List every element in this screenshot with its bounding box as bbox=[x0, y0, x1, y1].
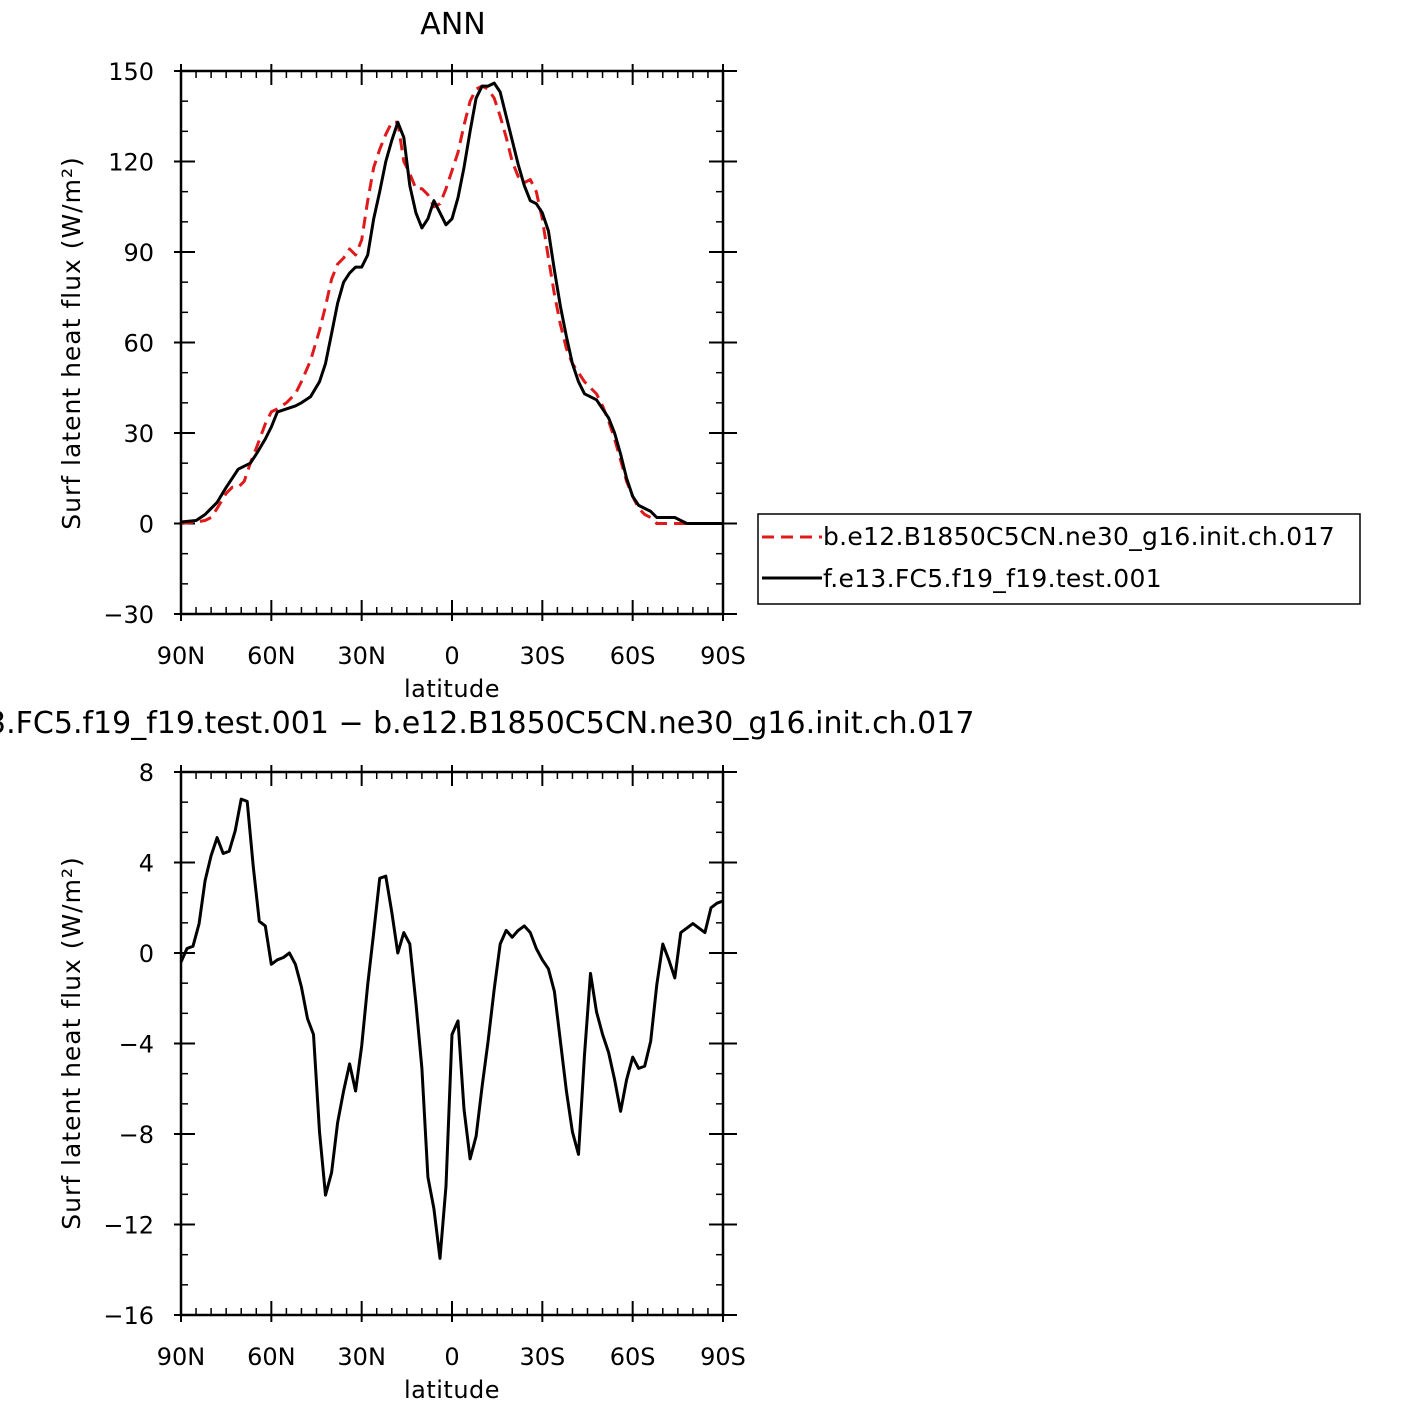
y-tick-label: −4 bbox=[119, 1031, 154, 1059]
x-tick-label: 90N bbox=[157, 1343, 206, 1371]
bottom-plot-frame bbox=[179, 770, 725, 1317]
x-tick-label: 30N bbox=[337, 1343, 386, 1371]
legend: b.e12.B1850C5CN.ne30_g16.init.ch.017 f.e… bbox=[757, 513, 1361, 605]
series-line-2 bbox=[180, 81, 723, 525]
x-tick-label: 30S bbox=[519, 1343, 565, 1371]
y-tick-label: 120 bbox=[108, 149, 154, 177]
bottom-x-axis-label: latitude bbox=[404, 1376, 500, 1404]
top-ticks: 90N 60N 30N 0 30S 60S 90S −30 0 30 60 90 120 150 bbox=[103, 58, 746, 670]
top-plot-frame bbox=[179, 69, 725, 616]
y-tick-label: 0 bbox=[139, 511, 154, 539]
top-series-lines bbox=[180, 81, 723, 525]
x-tick-label: 0 bbox=[444, 1343, 459, 1371]
top-x-axis-label: latitude bbox=[404, 675, 500, 703]
x-tick-label: 30S bbox=[519, 642, 565, 670]
y-tick-label: −30 bbox=[103, 601, 154, 629]
y-tick-label: 90 bbox=[123, 239, 154, 267]
x-tick-label: 60N bbox=[247, 642, 296, 670]
x-tick-label: 90S bbox=[700, 642, 746, 670]
legend-label-series-1: b.e12.B1850C5CN.ne30_g16.init.ch.017 bbox=[823, 522, 1335, 551]
y-tick-label: 4 bbox=[139, 850, 154, 878]
x-tick-label: 0 bbox=[444, 642, 459, 670]
y-tick-label: 60 bbox=[123, 330, 154, 358]
bottom-series-lines bbox=[179, 797, 724, 1260]
series-line-1 bbox=[180, 84, 723, 525]
y-tick-label: 0 bbox=[139, 940, 154, 968]
legend-label-series-2: f.e13.FC5.f19_f19.test.001 bbox=[823, 564, 1162, 593]
y-tick-label: −8 bbox=[119, 1121, 154, 1149]
x-tick-label: 60N bbox=[247, 1343, 296, 1371]
x-tick-label: 90S bbox=[700, 1343, 746, 1371]
y-tick-label: −16 bbox=[103, 1302, 154, 1330]
y-tick-label: 30 bbox=[123, 420, 154, 448]
bottom-ticks: 90N 60N 30N 0 30S 60S 90S −16 −12 −8 −4 0 4 8 bbox=[103, 759, 746, 1371]
x-tick-label: 60S bbox=[610, 1343, 656, 1371]
top-chart-title: ANN bbox=[420, 7, 485, 42]
bottom-panel: f.e13.FC5.f19_f19.test.001 − b.e12.B1850… bbox=[0, 706, 974, 1404]
x-tick-label: 30N bbox=[337, 642, 386, 670]
y-tick-label: −12 bbox=[103, 1212, 154, 1240]
top-y-axis-label: Surf latent heat flux (W/m²) bbox=[57, 156, 86, 529]
bottom-y-axis-label: Surf latent heat flux (W/m²) bbox=[57, 856, 86, 1229]
bottom-chart-title: f.e13.FC5.f19_f19.test.001 − b.e12.B1850… bbox=[0, 706, 974, 741]
x-tick-label: 90N bbox=[157, 642, 206, 670]
series-line-1 bbox=[179, 797, 724, 1260]
legend-box bbox=[757, 513, 1361, 605]
top-panel: ANN 90N 60N 30N 0 30S 60S 90S−300306090120150 … bbox=[57, 7, 746, 703]
x-tick-label: 60S bbox=[610, 642, 656, 670]
y-tick-label: 8 bbox=[139, 759, 154, 787]
y-tick-label: 150 bbox=[108, 58, 154, 86]
